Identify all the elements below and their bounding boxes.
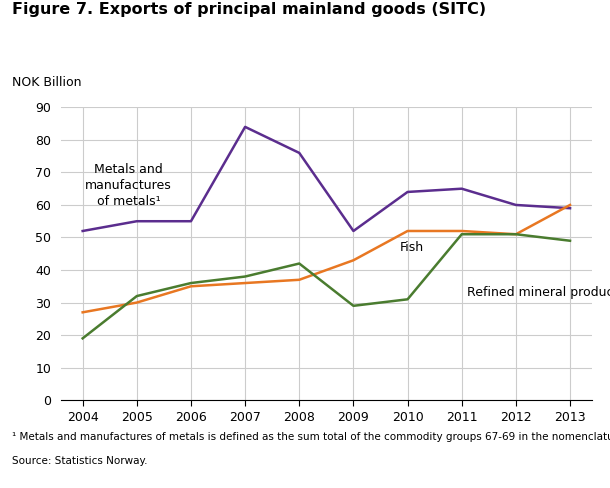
Text: Source: Statistics Norway.: Source: Statistics Norway. xyxy=(12,456,148,466)
Text: ¹ Metals and manufactures of metals is defined as the sum total of the commodity: ¹ Metals and manufactures of metals is d… xyxy=(12,432,610,442)
Text: Refined mineral products: Refined mineral products xyxy=(467,286,610,299)
Text: NOK Billion: NOK Billion xyxy=(12,76,82,89)
Text: Figure 7. Exports of principal mainland goods (SITC): Figure 7. Exports of principal mainland … xyxy=(12,2,486,18)
Text: Fish: Fish xyxy=(400,241,423,254)
Text: Metals and
manufactures
of metals¹: Metals and manufactures of metals¹ xyxy=(85,163,172,208)
